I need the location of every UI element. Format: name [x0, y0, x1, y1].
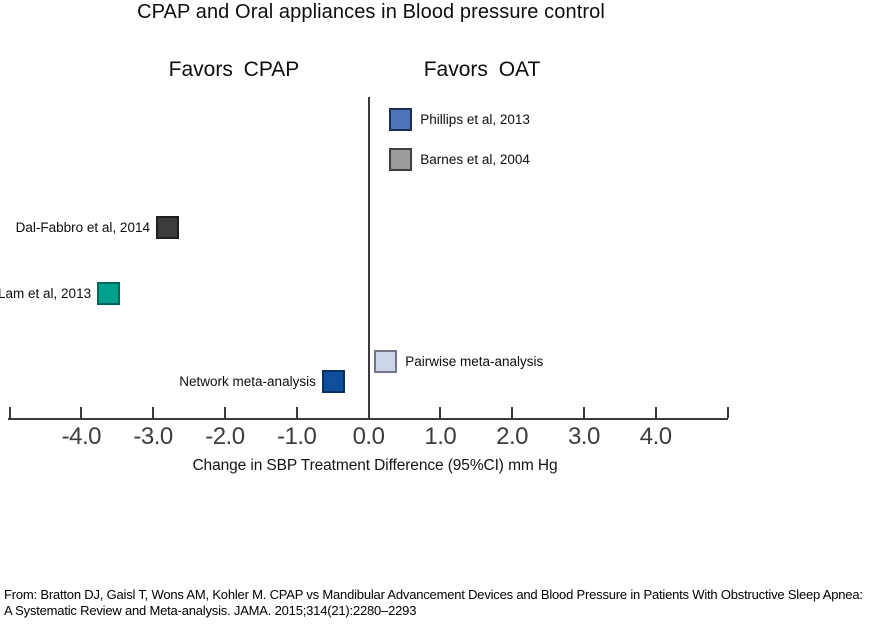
- study-label: Pairwise meta-analysis: [405, 353, 544, 369]
- study-label: Dal-Fabbro et al, 2014: [15, 219, 150, 235]
- axis-tick: [439, 407, 442, 418]
- favors-oat-label: Favors OAT: [423, 58, 541, 81]
- study-marker: [389, 108, 413, 131]
- axis-tick-label: -1.0: [277, 423, 317, 450]
- axis-tick-label: 2.0: [496, 423, 529, 450]
- x-axis-line: [8, 418, 728, 420]
- axis-tick-label: 1.0: [424, 423, 457, 450]
- x-axis-label: Change in SBP Treatment Difference (95%C…: [192, 457, 558, 474]
- study-label: Network meta-analysis: [179, 374, 316, 389]
- axis-tick: [654, 407, 657, 418]
- axis-tick-label: 4.0: [639, 423, 672, 450]
- plot-area: Change in SBP Treatment Difference (95%C…: [0, 97, 729, 474]
- study-marker: [374, 349, 398, 373]
- study-label: Lam et al, 2013: [0, 285, 92, 301]
- zero-reference-line: [367, 97, 370, 419]
- axis-tick: [152, 407, 155, 418]
- axis-tick-label: 0.0: [352, 423, 385, 450]
- axis-tick-label: -2.0: [205, 423, 245, 450]
- study-label: Phillips et al, 2013: [420, 112, 530, 127]
- study-marker: [389, 148, 413, 171]
- study-marker: [321, 370, 345, 393]
- axis-tick: [511, 407, 514, 418]
- axis-tick: [80, 407, 83, 418]
- axis-tick: [726, 407, 729, 418]
- chart-title: CPAP and Oral appliances in Blood pressu…: [137, 1, 605, 23]
- favors-cpap-label: Favors CPAP: [168, 58, 300, 81]
- citation-footer: From: Bratton DJ, Gaisl T, Wons AM, Kohl…: [4, 587, 894, 619]
- axis-tick: [223, 407, 226, 418]
- axis-tick-label: 3.0: [567, 423, 600, 450]
- study-marker: [155, 215, 179, 239]
- study-marker: [97, 281, 121, 305]
- study-label: Barnes et al, 2004: [420, 152, 530, 167]
- axis-tick: [295, 407, 298, 418]
- citation-line-2: A Systematic Review and Meta-analysis. J…: [4, 603, 417, 618]
- axis-tick: [582, 407, 585, 418]
- axis-tick: [8, 407, 11, 418]
- axis-tick-label: -4.0: [61, 423, 102, 450]
- citation-line-1: From: Bratton DJ, Gaisl T, Wons AM, Kohl…: [4, 587, 863, 602]
- axis-tick-label: -3.0: [133, 423, 173, 450]
